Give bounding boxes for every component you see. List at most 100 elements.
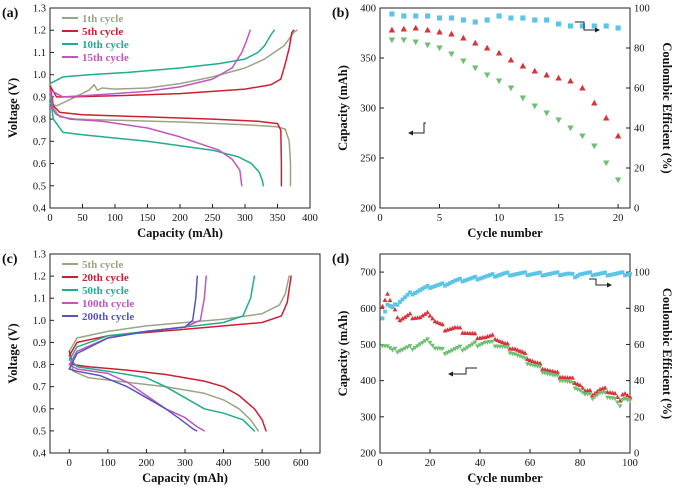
data-point-triangle-down — [475, 344, 480, 349]
data-point-triangle-down — [543, 110, 550, 117]
panel-label: (b) — [332, 6, 349, 21]
panel-label: (c) — [2, 252, 18, 267]
data-point-square — [463, 278, 467, 283]
y2-tick-label: 60 — [634, 340, 645, 351]
data-point-square — [490, 272, 495, 277]
data-point-triangle-down — [577, 388, 583, 393]
y-tick-label: 350 — [360, 54, 376, 65]
data-point-triangle-up — [388, 26, 396, 33]
data-point-square — [485, 273, 490, 278]
data-point-square — [620, 270, 625, 275]
x-tick-label: 20 — [613, 213, 624, 224]
data-point-square — [428, 286, 432, 290]
data-point-triangle-up — [422, 311, 428, 316]
data-point-triangle-down — [590, 396, 595, 402]
series-line-charge — [49, 29, 251, 98]
data-point-triangle-up — [427, 313, 433, 318]
data-point-triangle-down — [570, 380, 575, 386]
x-tick-label: 100 — [107, 213, 123, 224]
data-point-square — [628, 271, 632, 276]
data-point-triangle-up — [519, 62, 527, 69]
x-tick-label: 200 — [172, 213, 188, 224]
data-point-square — [472, 19, 478, 25]
data-point-square — [398, 299, 402, 304]
data-point-square — [455, 277, 460, 282]
y-tick-label: 0.6 — [33, 159, 46, 170]
data-point-triangle-up — [622, 391, 628, 396]
data-point-triangle-up — [602, 385, 608, 390]
data-point-square — [615, 271, 620, 276]
data-point-square — [556, 21, 562, 27]
data-point-triangle-down — [480, 341, 485, 347]
data-point-triangle-up — [625, 392, 630, 398]
series-line-discharge — [68, 368, 198, 432]
data-point-triangle-down — [567, 125, 574, 132]
data-point-triangle-down — [495, 78, 503, 85]
data-point-square — [383, 309, 387, 314]
data-point-square — [405, 292, 410, 297]
y-tick-label: 500 — [360, 340, 376, 351]
arrow-right-efficiency — [589, 278, 608, 286]
data-point-triangle-down — [602, 390, 608, 395]
data-point-triangle-down — [579, 133, 586, 140]
data-point-triangle-down — [400, 37, 408, 44]
y-axis-label: Capacity (mAh) — [336, 65, 350, 151]
data-point-square — [445, 282, 450, 287]
data-point-triangle-down — [587, 392, 593, 397]
data-point-square — [508, 15, 514, 21]
x-tick-label: 0 — [47, 213, 52, 224]
y-tick-label: 0.9 — [33, 338, 46, 349]
data-point-square — [533, 271, 537, 276]
data-point-triangle-up — [495, 337, 500, 343]
legend-entry: 10th cycle — [82, 39, 129, 51]
data-point-square — [470, 275, 475, 280]
data-point-square — [505, 270, 510, 275]
data-point-triangle-down — [442, 352, 448, 357]
data-point-triangle-up — [537, 360, 543, 366]
data-point-triangle-down — [617, 404, 623, 409]
y2-tick-label: 0 — [634, 449, 639, 460]
x-tick-label: 0 — [67, 458, 72, 469]
data-point-square — [443, 283, 447, 288]
data-point-triangle-down — [531, 103, 538, 110]
x-tick-label: 400 — [216, 458, 232, 469]
data-point-square — [408, 290, 412, 295]
data-point-square — [468, 276, 472, 281]
arrowhead-left — [408, 130, 413, 136]
data-point-triangle-down — [447, 349, 453, 354]
data-point-triangle-down — [436, 45, 443, 52]
y-tick-label: 1.3 — [33, 250, 46, 261]
arrow-left-capacity — [412, 122, 426, 134]
x-tick-label: 50 — [77, 213, 88, 224]
data-point-triangle-down — [430, 343, 435, 349]
y-tick-label: 400 — [360, 4, 376, 15]
data-point-square — [393, 302, 397, 307]
data-point-triangle-up — [430, 316, 435, 321]
data-point-triangle-up — [512, 346, 518, 351]
panel-a: 0 50 100 150 200 250 300 350 400 0.4 0.5 0.6 0.7 0.8 0… — [2, 4, 318, 241]
data-point-square — [385, 302, 390, 307]
data-point-triangle-up — [380, 303, 385, 309]
x-tick-label: 250 — [205, 213, 221, 224]
series-line-discharge — [49, 85, 283, 187]
data-point-square — [460, 279, 465, 284]
data-point-square — [613, 271, 617, 276]
plot-frame — [49, 7, 311, 209]
data-point-triangle-down — [537, 364, 543, 370]
data-point-square — [603, 270, 607, 275]
data-point-triangle-up — [602, 114, 610, 121]
data-point-square — [588, 270, 592, 275]
data-point-triangle-up — [435, 319, 440, 325]
data-point-square — [458, 276, 462, 281]
data-point-square — [593, 272, 597, 277]
data-point-square — [608, 273, 612, 277]
data-point-square — [555, 270, 560, 275]
y2-tick-label: 20 — [634, 164, 645, 175]
data-point-triangle-down — [612, 396, 618, 402]
arrowhead-right — [595, 27, 600, 33]
data-point-square — [591, 23, 597, 29]
data-point-triangle-up — [507, 56, 515, 63]
